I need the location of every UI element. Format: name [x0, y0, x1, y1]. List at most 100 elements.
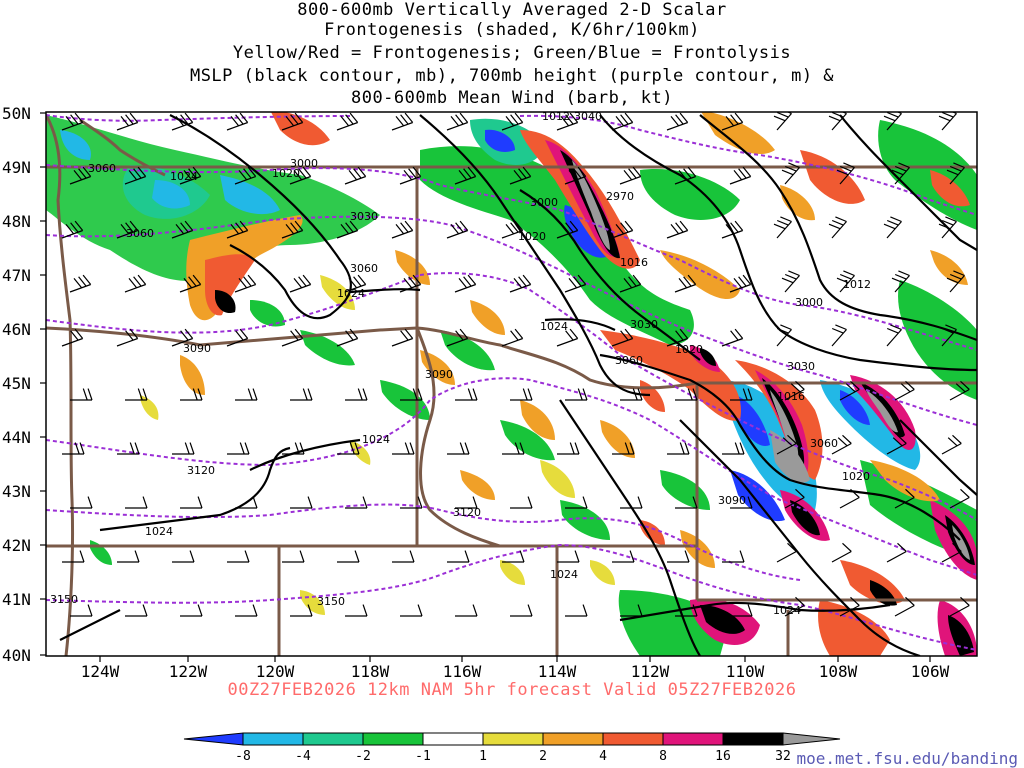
wind-barb — [675, 388, 698, 401]
wind-barb — [290, 496, 313, 509]
colorbar: -8 -4 -2 -1 1 2 4 8 16 32 — [183, 732, 841, 764]
wind-barb — [171, 328, 194, 347]
height-label: 3030 — [350, 210, 378, 223]
wind-barb — [235, 388, 258, 401]
wind-barb — [510, 496, 533, 509]
height-label: 3060 — [126, 227, 154, 240]
wind-barb — [289, 274, 312, 293]
wind-barb — [289, 166, 312, 185]
forecast-valid-time: 00Z27FEB2026 12km NAM 5hr forecast Valid… — [227, 680, 797, 700]
wind-barb — [620, 496, 643, 509]
wind-barb — [883, 112, 902, 131]
wind-barb — [282, 442, 305, 455]
colorbar-tick: 2 — [539, 749, 547, 764]
wind-barb — [938, 112, 957, 131]
wind-barb — [564, 166, 587, 185]
wind-barb — [447, 550, 470, 563]
colorbar-tick: 8 — [659, 749, 667, 764]
wind-barb — [891, 162, 910, 185]
colorbar-swatch — [362, 732, 424, 746]
colorbar-swatch — [242, 732, 304, 746]
height-label: 3090 — [718, 494, 746, 507]
wind-barb — [674, 166, 697, 185]
wind-barb — [510, 604, 533, 617]
wind-barb — [62, 442, 85, 455]
wind-barb — [891, 270, 910, 293]
height-label: 3060 — [810, 437, 838, 450]
wind-barb — [667, 550, 690, 563]
mslp-label: 1024 — [362, 433, 390, 446]
wind-barb — [667, 442, 690, 455]
wind-barb — [773, 112, 792, 131]
colorbar-tick: -2 — [355, 749, 371, 764]
wind-barb — [839, 488, 860, 509]
wind-barb — [62, 550, 85, 563]
height-label: 3120 — [187, 464, 215, 477]
wind-barb — [336, 112, 359, 131]
height-label: 3000 — [795, 296, 823, 309]
latitude-ticks — [40, 112, 46, 656]
lat-label: 50N — [2, 104, 31, 123]
wind-barb — [391, 328, 414, 347]
wind-barb — [784, 596, 805, 617]
wind-barb — [612, 442, 635, 455]
wind-barb — [281, 112, 304, 131]
wind-barb — [666, 112, 689, 131]
wind-barb — [226, 328, 249, 347]
wind-barb — [234, 274, 257, 293]
mslp-label: 1020 — [518, 230, 546, 243]
lat-label: 49N — [2, 158, 31, 177]
wind-barb — [447, 442, 470, 455]
colorbar-swatch — [482, 732, 544, 746]
wind-barb — [894, 380, 915, 401]
wind-barb — [839, 596, 860, 617]
wind-barb — [179, 274, 202, 293]
wind-barb — [290, 388, 313, 401]
source-credit-link[interactable]: moe.met.fsu.edu/banding — [796, 749, 1018, 768]
colorbar-tick: 16 — [715, 749, 731, 764]
wind-barb — [619, 166, 642, 185]
wind-barb — [556, 328, 579, 347]
wind-barb — [836, 270, 855, 293]
wind-barb — [455, 388, 478, 401]
mslp-label: 1024 — [337, 287, 365, 300]
wind-barb — [565, 496, 588, 509]
wind-barb — [171, 220, 194, 239]
wind-barb — [400, 496, 423, 509]
wind-barb — [345, 496, 368, 509]
wind-barb — [281, 220, 304, 239]
wind-barb — [666, 220, 689, 239]
wind-barb — [886, 434, 907, 455]
height-label: 3060 — [615, 354, 643, 367]
wind-barb — [828, 216, 847, 239]
lat-label: 46N — [2, 320, 31, 339]
wind-barb — [179, 166, 202, 185]
wind-barb — [611, 112, 634, 131]
wind-barb — [620, 388, 643, 401]
wind-barb — [781, 162, 800, 185]
wind-barb — [674, 274, 697, 293]
wind-barb — [172, 550, 195, 563]
lon-label: 124W — [81, 662, 120, 681]
wind-barb — [116, 112, 139, 131]
lon-label: 116W — [443, 662, 482, 681]
wind-barb — [171, 112, 194, 131]
colorbar-tick: -8 — [235, 749, 251, 764]
wind-barb — [61, 328, 84, 347]
colorbar-swatch — [542, 732, 604, 746]
height-label: 3150 — [50, 593, 78, 606]
wind-barb — [345, 604, 368, 617]
mslp-label: 1024 — [550, 568, 578, 581]
title-line-1: 800-600mb Vertically Averaged 2-D Scalar — [297, 0, 727, 20]
wind-barb — [611, 220, 634, 239]
wind-barbs — [61, 112, 970, 617]
wind-barb — [831, 542, 852, 563]
wind-barb — [839, 380, 860, 401]
lat-label: 47N — [2, 266, 31, 285]
colorbar-swatch — [662, 732, 724, 746]
colorbar-tick: -4 — [295, 749, 311, 764]
height-label: 3000 — [530, 196, 558, 209]
wind-barb — [235, 604, 258, 617]
wind-barb — [784, 488, 805, 509]
wind-barb — [391, 220, 414, 239]
